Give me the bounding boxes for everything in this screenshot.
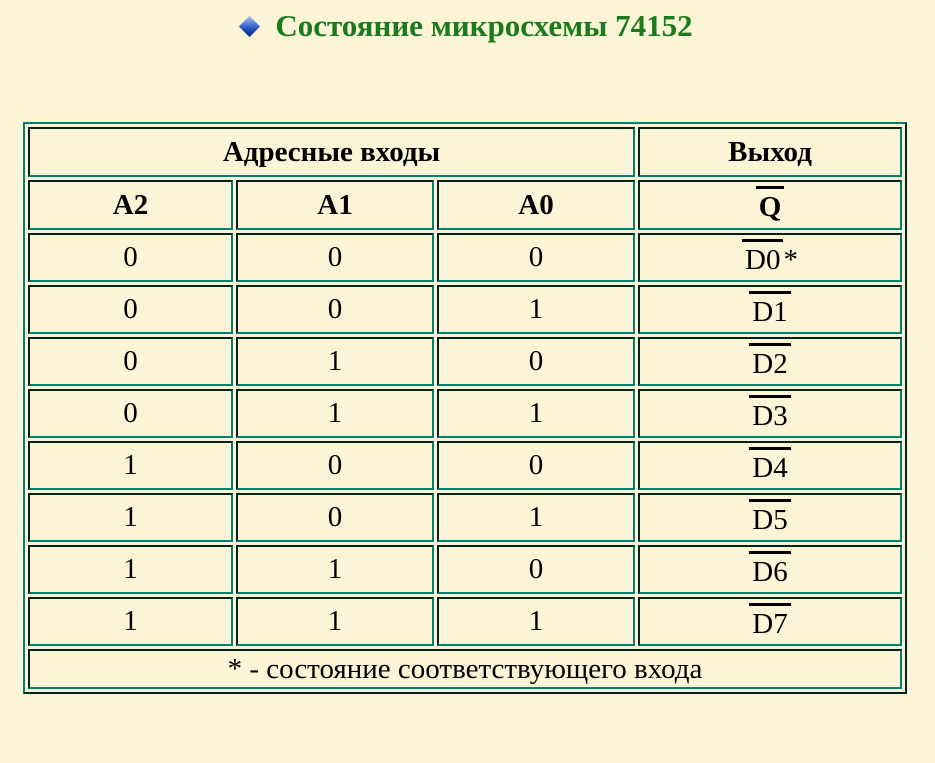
- cell-a0: 0: [437, 233, 636, 282]
- page-title-text: Состояние микросхемы 74152: [275, 8, 693, 43]
- cell-a0: 1: [437, 285, 636, 334]
- cell-a2: 1: [28, 441, 233, 490]
- cell-q: D5: [638, 493, 903, 542]
- cell-a0: 0: [437, 545, 636, 594]
- cell-a2: 0: [28, 337, 233, 386]
- cell-a1: 1: [236, 597, 434, 646]
- cell-q: D2: [638, 337, 903, 386]
- overlined-value: D2: [749, 342, 791, 379]
- cell-a2: 1: [28, 545, 233, 594]
- cell-a0: 1: [437, 493, 636, 542]
- page-title: Состояние микросхемы 74152: [0, 0, 935, 50]
- group-header-address-inputs: Адресные входы: [28, 127, 636, 177]
- cell-a2: 0: [28, 233, 233, 282]
- cell-a1: 0: [236, 285, 434, 334]
- overlined-value: D3: [749, 394, 791, 431]
- cell-q: D6: [638, 545, 903, 594]
- cell-q: D0 *: [638, 233, 903, 282]
- cell-a1: 0: [236, 441, 434, 490]
- cell-q: D4: [638, 441, 903, 490]
- group-header-output: Выход: [638, 127, 903, 177]
- overlined-value: D1: [749, 290, 791, 327]
- table-row: 1 0 0 D4: [28, 441, 903, 490]
- cell-a2: 0: [28, 389, 233, 438]
- table-row: 1 1 0 D6: [28, 545, 903, 594]
- table-row: 0 0 1 D1: [28, 285, 903, 334]
- page: Состояние микросхемы 74152 Адресные вход…: [0, 0, 935, 694]
- footnote-cell: * - состояние соответствующего входа: [28, 649, 903, 689]
- overlined-value: D4: [749, 446, 791, 483]
- cell-a2: 0: [28, 285, 233, 334]
- diamond-bullet-icon: [239, 15, 261, 37]
- column-header-a0: A0: [437, 180, 636, 230]
- cell-q: D1: [638, 285, 903, 334]
- group-header-row: Адресные входы Выход: [28, 127, 903, 177]
- cell-q: D7: [638, 597, 903, 646]
- overlined-value: D7: [749, 602, 791, 639]
- cell-a2: 1: [28, 493, 233, 542]
- cell-a0: 0: [437, 441, 636, 490]
- truth-table: Адресные входы Выход A2 A1 A0 Q 0 0 0 D0…: [23, 122, 908, 694]
- table-row: 1 0 1 D5: [28, 493, 903, 542]
- table-row: 1 1 1 D7: [28, 597, 903, 646]
- q-overlined-label: Q: [755, 186, 785, 222]
- cell-a1: 1: [236, 337, 434, 386]
- cell-a0: 1: [437, 597, 636, 646]
- cell-a1: 1: [236, 545, 434, 594]
- table-row: 0 1 0 D2: [28, 337, 903, 386]
- table-row: 0 1 1 D3: [28, 389, 903, 438]
- footnote-row: * - состояние соответствующего входа: [28, 649, 903, 689]
- overlined-value: D6: [749, 550, 791, 587]
- cell-a1: 0: [236, 493, 434, 542]
- value-suffix: *: [783, 243, 798, 276]
- column-header-row: A2 A1 A0 Q: [28, 180, 903, 230]
- cell-a1: 0: [236, 233, 434, 282]
- cell-q: D3: [638, 389, 903, 438]
- cell-a1: 1: [236, 389, 434, 438]
- table-row: 0 0 0 D0 *: [28, 233, 903, 282]
- cell-a2: 1: [28, 597, 233, 646]
- overlined-value: D0: [742, 238, 784, 275]
- overlined-value: D5: [749, 498, 791, 535]
- column-header-a1: A1: [236, 180, 434, 230]
- cell-a0: 0: [437, 337, 636, 386]
- cell-a0: 1: [437, 389, 636, 438]
- column-header-q: Q: [638, 180, 903, 230]
- column-header-a2: A2: [28, 180, 233, 230]
